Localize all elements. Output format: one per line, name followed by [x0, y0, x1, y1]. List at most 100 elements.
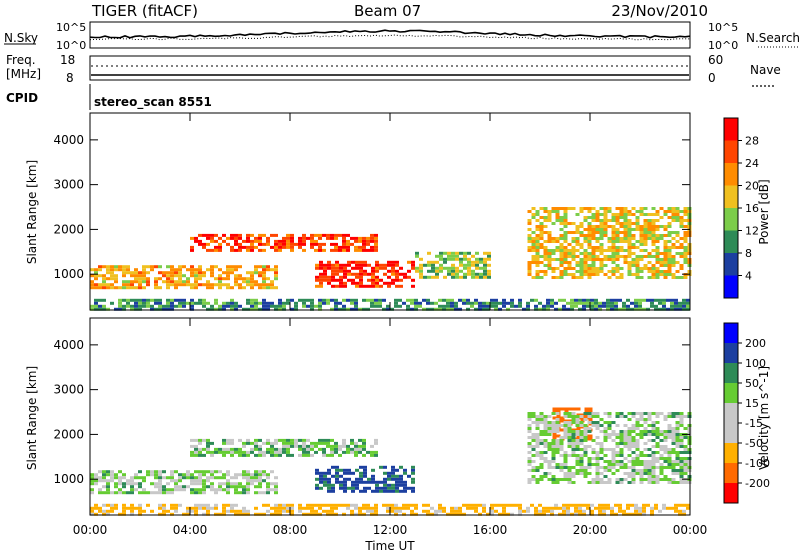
- heatmap-cell: [607, 463, 612, 466]
- heatmap-cell: [315, 483, 319, 487]
- heatmap-cell: [535, 478, 540, 481]
- heatmap-cell: [587, 430, 592, 433]
- heatmap-cell: [202, 485, 206, 489]
- heatmap-cell: [679, 276, 684, 279]
- heatmap-cell: [611, 225, 616, 228]
- heatmap-cell: [202, 503, 206, 507]
- heatmap-cell: [250, 245, 254, 249]
- heatmap-cell: [574, 503, 578, 507]
- heatmap-cell: [535, 276, 540, 279]
- heatmap-cell: [410, 307, 414, 311]
- heatmap-cell: [671, 433, 676, 436]
- heatmap-cell: [258, 301, 262, 305]
- heatmap-cell: [154, 473, 158, 477]
- heatmap-cell: [322, 242, 326, 246]
- heatmap-cell: [310, 233, 314, 237]
- heatmap-cell: [555, 246, 560, 249]
- heatmap-cell: [170, 488, 174, 492]
- heatmap-cell: [463, 251, 467, 255]
- heatmap-cell: [627, 213, 632, 216]
- heatmap-cell: [626, 304, 630, 308]
- heatmap-cell: [538, 301, 542, 305]
- heatmap-cell: [494, 509, 498, 513]
- heatmap-cell: [627, 270, 632, 273]
- heatmap-cell: [114, 286, 118, 290]
- heatmap-cell: [603, 207, 608, 210]
- colorbar-swatch: [724, 185, 738, 209]
- heatmap-cell: [218, 268, 222, 272]
- heatmap-cell: [458, 506, 462, 510]
- heatmap-cell: [538, 512, 542, 516]
- heatmap-cell: [138, 280, 142, 284]
- heatmap-cell: [598, 503, 602, 507]
- heatmap-cell: [623, 255, 628, 258]
- heatmap-cell: [615, 412, 620, 415]
- heatmap-cell: [250, 277, 254, 281]
- heatmap-cell: [98, 265, 102, 269]
- heatmap-cell: [202, 245, 206, 249]
- heatmap-cell: [214, 239, 218, 243]
- heatmap-cell: [258, 485, 262, 489]
- heatmap-cell: [643, 228, 648, 231]
- heatmap-cell: [576, 407, 581, 411]
- heatmap-cell: [686, 503, 690, 507]
- heatmap-cell: [643, 207, 648, 210]
- heatmap-cell: [563, 427, 568, 430]
- heatmap-cell: [186, 277, 190, 281]
- heatmap-cell: [555, 442, 560, 445]
- heatmap-cell: [383, 281, 387, 285]
- heatmap-cell: [615, 216, 620, 219]
- heatmap-cell: [90, 476, 94, 480]
- heatmap-cell: [671, 231, 676, 234]
- heatmap-cell: [583, 430, 588, 433]
- heatmap-cell: [246, 473, 250, 477]
- heatmap-cell: [198, 233, 202, 237]
- heatmap-cell: [574, 506, 578, 510]
- heatmap-cell: [194, 239, 198, 243]
- heatmap-cell: [318, 298, 322, 302]
- heatmap-cell: [583, 454, 588, 457]
- heatmap-cell: [102, 485, 106, 489]
- heatmap-cell: [606, 503, 610, 507]
- heatmap-cell: [643, 234, 648, 237]
- heatmap-cell: [338, 447, 342, 451]
- heatmap-cell: [475, 275, 479, 279]
- heatmap-cell: [178, 277, 182, 281]
- heatmap-cell: [322, 447, 326, 451]
- heatmap-cell: [539, 415, 544, 418]
- heatmap-cell: [607, 415, 612, 418]
- heatmap-cell: [531, 415, 536, 418]
- heatmap-cell: [266, 239, 270, 243]
- heatmap-cell: [607, 466, 612, 469]
- heatmap-cell: [351, 486, 355, 490]
- heatmap-cell: [342, 298, 346, 302]
- heatmap-cell: [551, 451, 556, 454]
- heatmap-cell: [579, 258, 584, 261]
- heatmap-cell: [374, 506, 378, 510]
- heatmap-cell: [631, 439, 636, 442]
- heatmap-cell: [655, 255, 660, 258]
- heatmap-cell: [551, 270, 556, 273]
- heatmap-cell: [555, 439, 560, 442]
- heatmap-cell: [394, 304, 398, 308]
- heatmap-cell: [355, 486, 359, 490]
- heatmap-cell: [326, 503, 330, 507]
- heatmap-cell: [606, 304, 610, 308]
- heatmap-cell: [659, 225, 664, 228]
- heatmap-cell: [647, 231, 652, 234]
- heatmap-cell: [286, 298, 290, 302]
- heatmap-cell: [679, 457, 684, 460]
- heatmap-cell: [678, 509, 682, 513]
- heatmap-cell: [158, 506, 162, 510]
- heatmap-cell: [643, 264, 648, 267]
- heatmap-cell: [579, 273, 584, 276]
- heatmap-cell: [310, 307, 314, 311]
- heatmap-cell: [635, 258, 640, 261]
- heatmap-cell: [374, 239, 378, 243]
- heatmap-cell: [298, 447, 302, 451]
- colorbar-tick-label: 4: [745, 270, 752, 283]
- heatmap-cell: [539, 261, 544, 264]
- heatmap-cell: [627, 412, 632, 415]
- heatmap-cell: [583, 264, 588, 267]
- heatmap-cell: [583, 240, 588, 243]
